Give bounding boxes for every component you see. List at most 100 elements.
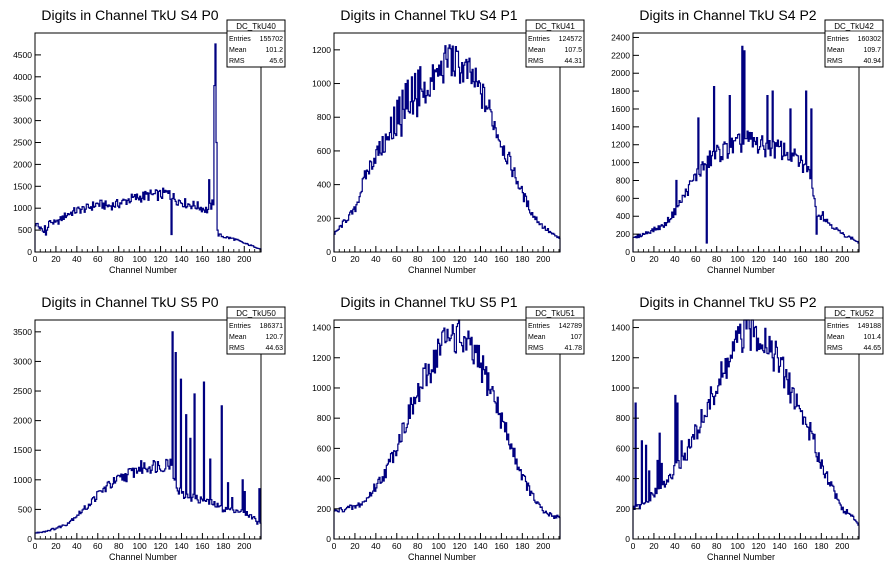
y-tick-label: 1200 <box>312 45 331 55</box>
x-axis-label: Channel Number <box>707 552 775 562</box>
x-tick-label: 180 <box>814 541 828 551</box>
histogram-svg: Digits in Channel TkU S4 P2 0 20 40 60 80 100 1… <box>611 7 884 275</box>
y-tick-label: 2000 <box>13 159 32 169</box>
x-tick-label: 20 <box>649 541 659 551</box>
x-tick-label: 180 <box>216 541 230 551</box>
y-tick-label: 400 <box>317 180 331 190</box>
y-tick-label: 600 <box>317 443 331 453</box>
histogram-line <box>632 45 860 252</box>
y-tick-label: 500 <box>18 225 32 235</box>
y-tick-label: 2000 <box>611 68 630 78</box>
x-tick-label: 80 <box>413 254 423 264</box>
chart-title: Digits in Channel TkU S4 P2 <box>639 7 816 23</box>
x-tick-label: 140 <box>473 254 487 264</box>
x-tick-label: 40 <box>72 541 82 551</box>
y-tick-label: 1800 <box>611 86 630 96</box>
histogram-svg: Digits in Channel TkU S4 P0 0 20 40 60 80 100 1… <box>13 7 286 275</box>
x-tick-label: 140 <box>772 254 786 264</box>
x-tick-label: 180 <box>216 254 230 264</box>
x-tick-label: 160 <box>494 541 508 551</box>
stats-value: 44.63 <box>265 345 283 352</box>
x-tick-label: 0 <box>631 254 636 264</box>
y-tick-label: 2500 <box>13 386 32 396</box>
y-zero-label: 0 <box>326 247 331 257</box>
x-tick-label: 100 <box>133 254 147 264</box>
stats-value: 44.31 <box>564 58 582 65</box>
chart-title: Digits in Channel TkU S5 P0 <box>41 294 218 310</box>
stats-label: Entries <box>528 323 550 330</box>
x-tick-label: 0 <box>332 541 337 551</box>
histogram-line <box>333 319 561 539</box>
y-tick-label: 1200 <box>312 353 331 363</box>
x-tick-label: 100 <box>432 541 446 551</box>
stats-label: RMS <box>229 58 245 65</box>
x-tick-label: 140 <box>174 541 188 551</box>
x-tick-label: 40 <box>371 541 381 551</box>
x-tick-label: 160 <box>793 254 807 264</box>
y-tick-label: 1400 <box>611 122 630 132</box>
x-tick-label: 200 <box>835 254 849 264</box>
chart-panel-s4-p0: Digits in Channel TkU S4 P0 0 20 40 60 80 100 1… <box>0 0 298 287</box>
chart-panel-s4-p1: Digits in Channel TkU S4 P1 0 20 40 60 80 100 1… <box>299 0 597 287</box>
stats-value: 101.2 <box>265 47 283 54</box>
y-tick-label: 3500 <box>13 94 32 104</box>
stats-hist-name: DC_TkU51 <box>535 309 575 318</box>
plot-frame <box>632 32 860 253</box>
y-tick-label: 600 <box>317 146 331 156</box>
chart-panel-s4-p2: Digits in Channel TkU S4 P2 0 20 40 60 80 100 1… <box>598 0 896 287</box>
y-tick-label: 400 <box>616 211 630 221</box>
x-tick-label: 0 <box>33 254 38 264</box>
y-tick-label: 200 <box>317 213 331 223</box>
y-tick-label: 200 <box>616 504 630 514</box>
chart-title: Digits in Channel TkU S4 P0 <box>41 7 218 23</box>
x-tick-label: 80 <box>712 254 722 264</box>
y-tick-label: 600 <box>616 443 630 453</box>
stats-label: Mean <box>229 47 247 54</box>
x-tick-label: 60 <box>392 254 402 264</box>
y-tick-label: 200 <box>317 504 331 514</box>
stats-label: Mean <box>229 334 247 341</box>
x-tick-label: 60 <box>691 254 701 264</box>
stats-label: Mean <box>827 334 845 341</box>
x-axis-label: Channel Number <box>109 552 177 562</box>
x-tick-label: 40 <box>670 254 680 264</box>
x-tick-label: 60 <box>93 541 103 551</box>
y-zero-label: 0 <box>326 534 331 544</box>
x-tick-label: 140 <box>473 541 487 551</box>
stats-label: Entries <box>229 323 251 330</box>
y-zero-label: 0 <box>27 247 32 257</box>
stats-hist-name: DC_TkU52 <box>834 309 874 318</box>
y-tick-label: 2000 <box>13 416 32 426</box>
x-tick-label: 120 <box>751 541 765 551</box>
x-tick-label: 140 <box>174 254 188 264</box>
stats-hist-name: DC_TkU41 <box>535 22 575 31</box>
stats-label: Mean <box>827 47 845 54</box>
x-tick-label: 40 <box>670 541 680 551</box>
x-tick-label: 140 <box>772 541 786 551</box>
y-tick-label: 3000 <box>13 356 32 366</box>
y-tick-label: 800 <box>317 112 331 122</box>
stats-label: Entries <box>827 36 849 43</box>
x-axis-label: Channel Number <box>408 265 476 275</box>
x-tick-label: 160 <box>494 254 508 264</box>
plot-frame <box>632 319 860 540</box>
stats-value: 44.65 <box>863 345 881 352</box>
stats-label: Mean <box>528 334 546 341</box>
x-axis-label: Channel Number <box>109 265 177 275</box>
x-tick-label: 120 <box>452 254 466 264</box>
chart-panel-s5-p2: Digits in Channel TkU S5 P2 0 20 40 60 80 100 1… <box>598 287 896 574</box>
stats-box <box>226 306 286 355</box>
chart-panel-s5-p1: Digits in Channel TkU S5 P1 0 20 40 60 80 100 1… <box>299 287 597 574</box>
x-tick-label: 160 <box>195 254 209 264</box>
y-tick-label: 800 <box>616 413 630 423</box>
y-tick-label: 200 <box>616 229 630 239</box>
y-tick-label: 2200 <box>611 50 630 60</box>
y-zero-label: 0 <box>625 247 630 257</box>
stats-label: Entries <box>229 36 251 43</box>
stats-label: Entries <box>528 36 550 43</box>
x-tick-label: 180 <box>515 254 529 264</box>
stats-box <box>824 19 884 68</box>
stats-value: 107.5 <box>564 47 582 54</box>
y-tick-label: 1000 <box>312 79 331 89</box>
